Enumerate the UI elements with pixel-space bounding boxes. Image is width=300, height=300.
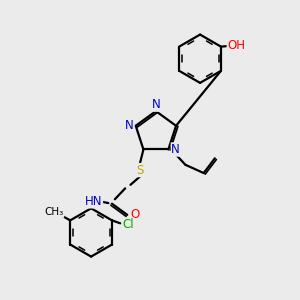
Text: Cl: Cl bbox=[122, 218, 134, 231]
Text: N: N bbox=[171, 143, 180, 156]
Text: HN: HN bbox=[85, 195, 102, 208]
Text: N: N bbox=[152, 98, 160, 111]
Text: CH₃: CH₃ bbox=[44, 207, 64, 217]
Text: O: O bbox=[130, 208, 139, 221]
Text: OH: OH bbox=[227, 39, 245, 52]
Text: S: S bbox=[136, 164, 144, 177]
Text: N: N bbox=[125, 119, 134, 132]
